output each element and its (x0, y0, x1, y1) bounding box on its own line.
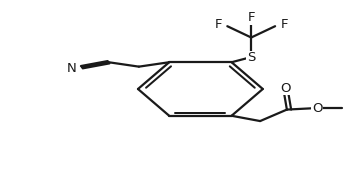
Text: F: F (247, 11, 255, 24)
Text: N: N (67, 62, 77, 75)
Text: S: S (247, 51, 255, 64)
Text: O: O (280, 82, 291, 95)
Text: F: F (214, 18, 222, 31)
Text: F: F (281, 18, 288, 31)
Text: O: O (312, 102, 323, 115)
